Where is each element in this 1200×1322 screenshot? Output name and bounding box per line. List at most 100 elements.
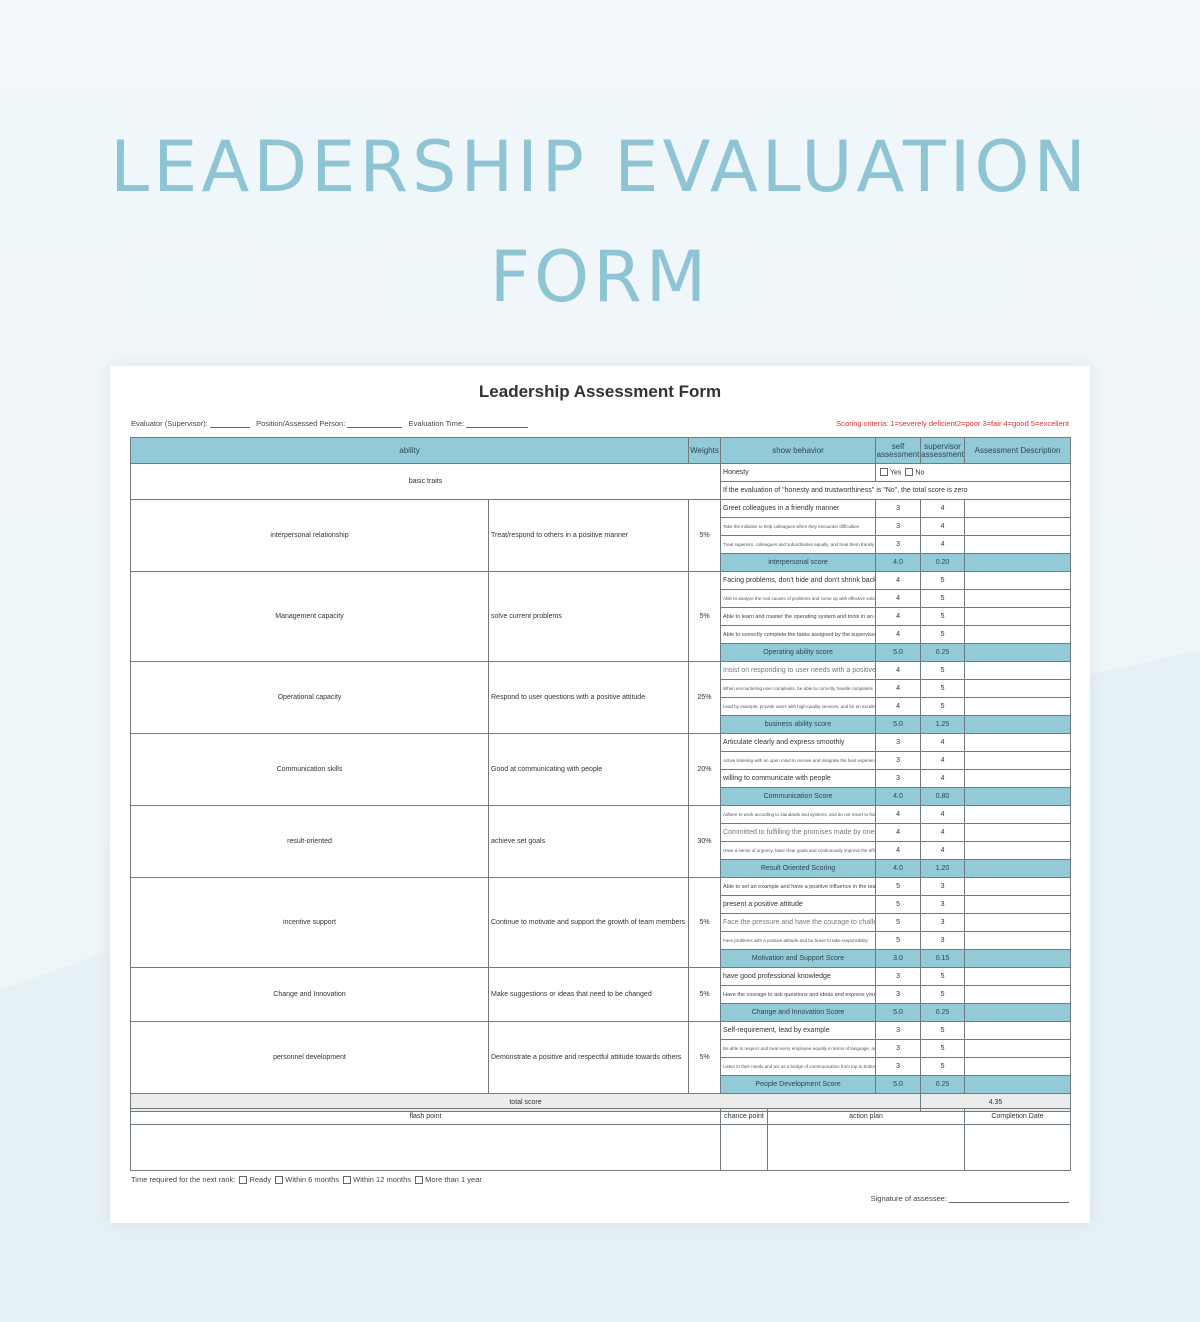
basic-traits-label: basic traits bbox=[129, 463, 722, 500]
assessment-description-cell[interactable] bbox=[964, 535, 1072, 554]
assessment-description-cell[interactable] bbox=[964, 751, 1072, 770]
assessment-description-cell[interactable] bbox=[964, 517, 1072, 536]
assessment-description-cell[interactable] bbox=[964, 967, 1072, 986]
chance-point-field[interactable] bbox=[720, 1124, 768, 1171]
assessment-description-cell[interactable] bbox=[964, 1021, 1072, 1040]
self-score[interactable]: 4 bbox=[875, 823, 922, 842]
table-row: Treat superiors, colleagues and subordin… bbox=[131, 535, 1072, 554]
assessment-description-cell[interactable] bbox=[964, 625, 1072, 644]
flash-point-field[interactable] bbox=[130, 1124, 721, 1171]
supervisor-score[interactable]: 4 bbox=[920, 751, 966, 770]
self-score[interactable]: 3 bbox=[875, 535, 922, 554]
assessment-description-cell[interactable] bbox=[964, 1039, 1072, 1058]
self-score[interactable]: 4 bbox=[875, 589, 922, 608]
table-row: interpersonal relationship Treat/respond … bbox=[130, 499, 1072, 572]
signature-field[interactable] bbox=[949, 1194, 1069, 1203]
self-score[interactable]: 4 bbox=[875, 607, 922, 626]
self-score[interactable]: 3 bbox=[875, 751, 922, 770]
assessment-description-cell[interactable] bbox=[964, 499, 1072, 518]
self-score[interactable]: 4 bbox=[875, 661, 922, 680]
supervisor-score[interactable]: 4 bbox=[920, 769, 966, 788]
self-score[interactable]: 5 bbox=[875, 931, 922, 950]
evaluation-time-field[interactable] bbox=[466, 419, 529, 428]
rank-12-months-label: Within 12 months bbox=[353, 1175, 412, 1184]
supervisor-score[interactable]: 5 bbox=[920, 571, 966, 590]
assessment-description-cell[interactable] bbox=[964, 733, 1072, 752]
supervisor-score[interactable]: 3 bbox=[920, 931, 966, 950]
supervisor-score[interactable]: 3 bbox=[920, 877, 966, 896]
supervisor-score[interactable]: 5 bbox=[920, 1039, 966, 1058]
behavior-item: Able to correctly complete the tasks ass… bbox=[720, 625, 877, 644]
self-score[interactable]: 3 bbox=[875, 985, 922, 1004]
self-score[interactable]: 3 bbox=[875, 499, 922, 518]
self-score[interactable]: 4 bbox=[875, 625, 922, 644]
self-score[interactable]: 4 bbox=[875, 679, 922, 698]
assessment-description-cell[interactable] bbox=[964, 841, 1072, 860]
section-supervisor-score: 0.80 bbox=[920, 787, 966, 806]
assessment-description-cell[interactable] bbox=[964, 913, 1072, 932]
assessment-description-cell[interactable] bbox=[964, 607, 1072, 626]
assessment-description-cell[interactable] bbox=[964, 895, 1072, 914]
rank-6-months-checkbox[interactable] bbox=[275, 1175, 284, 1184]
self-score[interactable]: 3 bbox=[875, 1021, 922, 1040]
supervisor-score[interactable]: 5 bbox=[920, 967, 966, 986]
assessment-description-cell[interactable] bbox=[964, 697, 1072, 716]
position-field[interactable] bbox=[347, 419, 403, 428]
assessment-description-cell[interactable] bbox=[964, 985, 1072, 1004]
self-score[interactable]: 4 bbox=[875, 697, 922, 716]
supervisor-score[interactable]: 5 bbox=[920, 607, 966, 626]
supervisor-score[interactable]: 4 bbox=[920, 733, 966, 752]
assessment-description-cell[interactable] bbox=[964, 877, 1072, 896]
self-score[interactable]: 4 bbox=[875, 841, 922, 860]
supervisor-score[interactable]: 5 bbox=[920, 661, 966, 680]
rank-ready-checkbox[interactable] bbox=[239, 1175, 248, 1184]
self-score[interactable]: 4 bbox=[875, 805, 922, 824]
assessment-description-cell[interactable] bbox=[964, 769, 1072, 788]
self-score[interactable]: 3 bbox=[875, 1039, 922, 1058]
supervisor-score[interactable]: 4 bbox=[920, 517, 966, 536]
supervisor-score[interactable]: 3 bbox=[920, 895, 966, 914]
supervisor-score[interactable]: 5 bbox=[920, 1057, 966, 1076]
evaluator-field[interactable] bbox=[209, 419, 250, 428]
self-score[interactable]: 5 bbox=[875, 895, 922, 914]
self-score[interactable]: 5 bbox=[875, 913, 922, 932]
self-score[interactable]: 4 bbox=[875, 571, 922, 590]
supervisor-score[interactable]: 4 bbox=[920, 823, 966, 842]
honesty-no-checkbox[interactable] bbox=[905, 468, 914, 476]
supervisor-score[interactable]: 5 bbox=[920, 985, 966, 1004]
action-plan-field[interactable] bbox=[767, 1124, 965, 1171]
supervisor-score[interactable]: 4 bbox=[920, 841, 966, 860]
self-score[interactable]: 3 bbox=[875, 967, 922, 986]
self-score[interactable]: 5 bbox=[875, 877, 922, 896]
supervisor-score[interactable]: 5 bbox=[920, 679, 966, 698]
assessment-description-cell[interactable] bbox=[964, 931, 1072, 950]
supervisor-score[interactable]: 5 bbox=[920, 1021, 966, 1040]
ability-name: Communication skills bbox=[130, 733, 489, 806]
behavior-item: Articulate clearly and express smoothly bbox=[720, 733, 877, 752]
self-score[interactable]: 3 bbox=[875, 1057, 922, 1076]
supervisor-score[interactable]: 5 bbox=[920, 589, 966, 608]
self-score[interactable]: 3 bbox=[875, 769, 922, 788]
assessment-description-cell[interactable] bbox=[964, 823, 1072, 842]
assessment-description-cell[interactable] bbox=[964, 805, 1072, 824]
next-rank-label: Time required for the next rank: bbox=[131, 1175, 236, 1184]
completion-date-field[interactable] bbox=[964, 1124, 1071, 1171]
assessment-description-cell[interactable] bbox=[964, 679, 1072, 698]
supervisor-score[interactable]: 3 bbox=[920, 913, 966, 932]
supervisor-score[interactable]: 4 bbox=[920, 535, 966, 554]
self-score[interactable]: 3 bbox=[875, 733, 922, 752]
supervisor-score[interactable]: 4 bbox=[920, 499, 966, 518]
behavior-item: Able to set an example and have a positi… bbox=[720, 877, 877, 896]
assessment-description-cell[interactable] bbox=[964, 661, 1072, 680]
assessment-description-cell[interactable] bbox=[964, 589, 1072, 608]
supervisor-score[interactable]: 5 bbox=[920, 697, 966, 716]
assessment-description-cell[interactable] bbox=[964, 571, 1072, 590]
rank-12-months-checkbox[interactable] bbox=[343, 1175, 352, 1184]
rank-1-year-checkbox[interactable] bbox=[415, 1175, 424, 1184]
supervisor-score[interactable]: 4 bbox=[920, 805, 966, 824]
section-self-score: 5.0 bbox=[875, 1003, 922, 1022]
self-score[interactable]: 3 bbox=[875, 517, 922, 536]
supervisor-score[interactable]: 5 bbox=[920, 625, 966, 644]
honesty-yes-checkbox[interactable] bbox=[880, 468, 889, 476]
assessment-description-cell[interactable] bbox=[964, 1057, 1072, 1076]
